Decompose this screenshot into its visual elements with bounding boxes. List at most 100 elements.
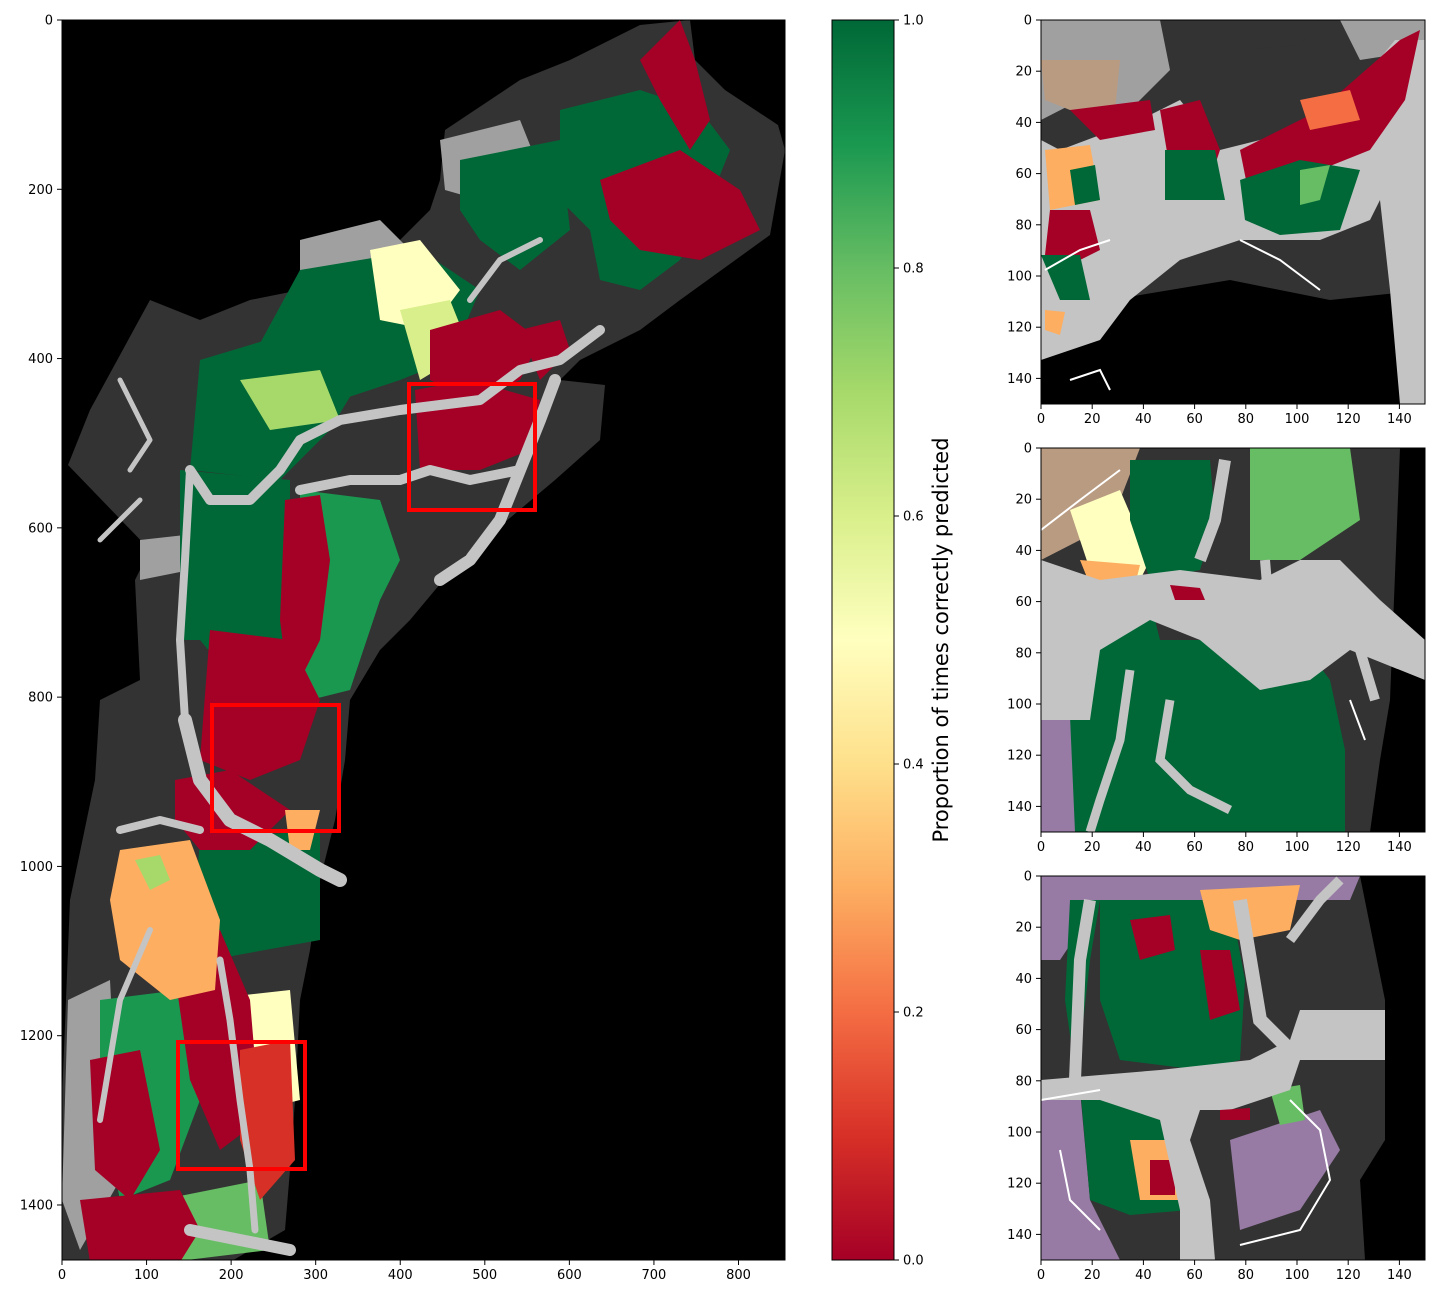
x-tick-label: 700	[642, 1268, 667, 1283]
x-tick-label: 20	[1084, 412, 1101, 427]
y-tick-label: 0	[1024, 870, 1032, 885]
colorbar-tick-label: 0.4	[903, 758, 924, 773]
x-tick-label: 60	[1186, 1268, 1203, 1283]
x-tick-label: 140	[1387, 840, 1412, 855]
main-map-red-region	[520, 320, 570, 380]
colorbar-tick-label: 0.6	[903, 510, 924, 525]
main-map-green-region	[460, 140, 570, 270]
main-map-red-region	[640, 20, 710, 150]
main-map-frame	[61, 19, 786, 1261]
x-tick-label: 600	[557, 1268, 582, 1283]
main-map-green-region	[195, 830, 320, 960]
colorbar: 0.0 0.2 0.4 0.6 0.8 1.0 Proportion of times c…	[831, 14, 953, 1269]
zoom-box-2	[210, 703, 341, 833]
main-map-red-region	[240, 1040, 295, 1200]
y-tick-label: 20	[1015, 493, 1032, 508]
x-tick-label: 100	[1285, 840, 1310, 855]
y-tick-label: 1400	[20, 1198, 53, 1213]
y-tick-label: 100	[1007, 1126, 1032, 1141]
y-tick-label: 400	[28, 352, 53, 367]
main-map-water	[97, 237, 605, 1256]
zoom-panel-2-ticks: 0 20 40 60 80 100 120 140 0 20 40 60 80 100 120 140	[1007, 442, 1412, 856]
x-tick-label: 80	[1238, 412, 1255, 427]
zoom-panel-1-frame	[1040, 19, 1426, 405]
y-tick-label: 120	[1007, 749, 1032, 764]
y-tick-label: 800	[28, 691, 53, 706]
x-tick-label: 400	[388, 1268, 413, 1283]
x-tick-label: 120	[1336, 412, 1361, 427]
colorbar-gradient	[831, 19, 895, 1261]
y-tick-label: 60	[1015, 1023, 1032, 1038]
y-tick-label: 140	[1007, 1228, 1032, 1243]
colorbar-tick-label: 0.2	[903, 1006, 924, 1021]
y-tick-label: 40	[1015, 544, 1032, 559]
zoom-panel-2-frame	[1040, 447, 1426, 833]
zoom-panel-1	[1041, 20, 1425, 404]
zoom-panel-2	[1041, 448, 1425, 832]
main-map-yellow-region	[240, 370, 340, 430]
x-tick-label: 0	[1037, 1268, 1045, 1283]
zoom-panel-3-ticks: 0 20 40 60 80 100 120 140 0 20 40 60 80 100 120 140	[1007, 870, 1412, 1284]
x-tick-label: 60	[1186, 412, 1203, 427]
x-tick-label: 120	[1336, 840, 1361, 855]
main-map-red-region	[600, 150, 760, 260]
y-tick-label: 600	[28, 521, 53, 536]
y-tick-label: 60	[1015, 167, 1032, 182]
x-tick-label: 40	[1135, 1268, 1152, 1283]
x-tick-label: 20	[1084, 840, 1101, 855]
zoom-box-3	[176, 1040, 307, 1171]
y-tick-label: 140	[1007, 800, 1032, 815]
y-tick-label: 40	[1015, 116, 1032, 131]
main-map	[62, 20, 785, 1260]
x-tick-label: 100	[1285, 1268, 1310, 1283]
colorbar-tick-label: 0.8	[903, 262, 924, 277]
zoom-panel-3	[1041, 876, 1425, 1260]
zoom-box-1	[407, 382, 537, 512]
x-tick-label: 0	[1037, 412, 1045, 427]
y-tick-label: 1000	[20, 860, 53, 875]
colorbar-tick-label: 0.0	[903, 1254, 924, 1269]
y-tick-label: 120	[1007, 1177, 1032, 1192]
y-tick-label: 80	[1015, 646, 1032, 661]
y-tick-label: 80	[1015, 1074, 1032, 1089]
y-tick-label: 100	[1007, 270, 1032, 285]
x-tick-label: 20	[1084, 1268, 1101, 1283]
x-tick-label: 800	[726, 1268, 751, 1283]
x-tick-label: 100	[134, 1268, 159, 1283]
x-tick-label: 80	[1238, 840, 1255, 855]
y-tick-label: 1200	[20, 1029, 53, 1044]
x-tick-label: 200	[219, 1268, 244, 1283]
main-map-wetland	[140, 535, 190, 580]
colorbar-tick-label: 1.0	[903, 14, 924, 29]
x-tick-label: 120	[1336, 1268, 1361, 1283]
y-tick-label: 200	[28, 183, 53, 198]
main-map-red-region	[80, 1190, 200, 1260]
x-tick-label: 140	[1387, 412, 1412, 427]
y-tick-label: 80	[1015, 218, 1032, 233]
y-tick-label: 60	[1015, 595, 1032, 610]
y-tick-label: 0	[45, 14, 53, 29]
colorbar-ticks: 0.0 0.2 0.4 0.6 0.8 1.0	[894, 14, 924, 1269]
x-tick-label: 40	[1135, 412, 1152, 427]
y-tick-label: 100	[1007, 698, 1032, 713]
x-tick-label: 500	[472, 1268, 497, 1283]
colorbar-label: Proportion of times correctly predicted	[929, 437, 953, 842]
y-tick-label: 0	[1024, 14, 1032, 29]
x-tick-label: 80	[1238, 1268, 1255, 1283]
main-map-orange-region	[135, 855, 170, 890]
main-map-ticks: 0 100 200 300 400 500 600 700 800 0 200 400 600 800 10…	[20, 14, 751, 1284]
x-tick-label: 60	[1186, 840, 1203, 855]
x-tick-label: 0	[1037, 840, 1045, 855]
x-tick-label: 140	[1387, 1268, 1412, 1283]
x-tick-label: 100	[1285, 412, 1310, 427]
y-tick-label: 20	[1015, 921, 1032, 936]
zoom-panel-3-frame	[1040, 875, 1426, 1261]
y-tick-label: 40	[1015, 972, 1032, 987]
y-tick-label: 20	[1015, 65, 1032, 80]
x-tick-label: 40	[1135, 840, 1152, 855]
x-tick-label: 0	[58, 1268, 66, 1283]
y-tick-label: 0	[1024, 442, 1032, 457]
y-tick-label: 140	[1007, 372, 1032, 387]
x-tick-label: 300	[303, 1268, 328, 1283]
